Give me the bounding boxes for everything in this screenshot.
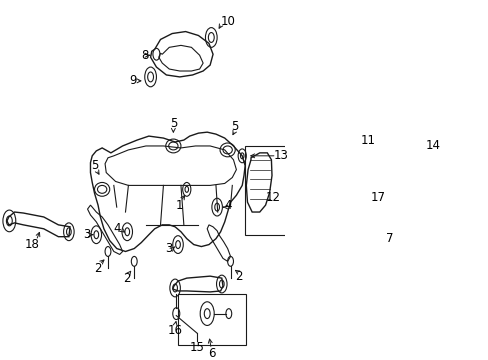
Text: 7: 7 bbox=[386, 232, 393, 245]
Bar bbox=[244, 146, 315, 235]
Text: 15: 15 bbox=[189, 341, 204, 354]
Text: 2: 2 bbox=[123, 271, 131, 285]
Text: 17: 17 bbox=[370, 191, 385, 204]
Text: 5: 5 bbox=[231, 120, 239, 133]
Text: 2: 2 bbox=[235, 270, 243, 283]
Text: 16: 16 bbox=[167, 324, 182, 337]
Text: 10: 10 bbox=[220, 15, 235, 28]
Text: 6: 6 bbox=[208, 347, 215, 360]
Text: 8: 8 bbox=[141, 49, 148, 62]
Text: 12: 12 bbox=[265, 191, 280, 204]
Text: 1: 1 bbox=[176, 199, 183, 212]
Text: 3: 3 bbox=[82, 228, 90, 241]
Text: 18: 18 bbox=[24, 238, 40, 251]
Text: 4: 4 bbox=[224, 199, 231, 212]
Text: 3: 3 bbox=[165, 242, 173, 255]
Text: 13: 13 bbox=[273, 149, 288, 162]
Bar bbox=[357, 99, 427, 229]
Text: 14: 14 bbox=[425, 139, 440, 153]
Text: 9: 9 bbox=[129, 75, 137, 87]
Text: 2: 2 bbox=[94, 262, 102, 275]
Bar bbox=[178, 294, 245, 345]
Text: 4: 4 bbox=[113, 222, 120, 235]
Text: 5: 5 bbox=[91, 159, 98, 172]
Text: 11: 11 bbox=[360, 134, 374, 147]
Text: 5: 5 bbox=[169, 117, 177, 130]
